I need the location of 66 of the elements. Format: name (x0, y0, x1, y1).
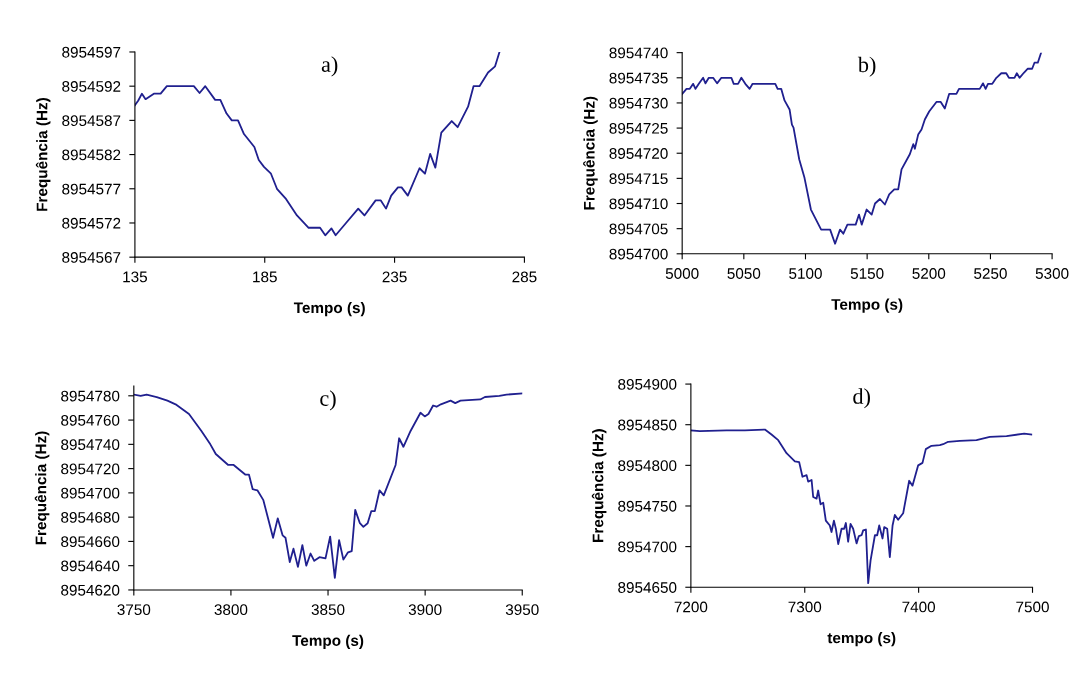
y-tick-label: 8954750 (618, 500, 677, 512)
x-axis-title: tempo (s) (827, 632, 896, 647)
y-axis-title: Frequência (Hz) (591, 429, 607, 542)
x-tick-label: 185 (253, 271, 277, 283)
y-tick-label: 8954900 (618, 378, 677, 390)
chart-title: b) (857, 56, 876, 77)
chart-title: d) (853, 388, 870, 409)
y-tick-label: 8954640 (61, 560, 120, 572)
y-tick-label: 8954740 (609, 47, 668, 59)
x-tick-label: 5100 (789, 268, 822, 279)
y-tick-label: 8954700 (618, 541, 677, 553)
x-tick-label: 7400 (902, 601, 936, 613)
x-tick-label: 235 (382, 271, 407, 283)
x-tick-label: 3800 (214, 604, 248, 616)
chart-title: c) (320, 390, 336, 411)
y-tick-label: 8954592 (62, 81, 121, 92)
y-tick-label: 8954650 (618, 582, 677, 593)
x-tick-label: 3750 (117, 604, 151, 616)
y-tick-label: 8954705 (609, 223, 668, 235)
line-series (134, 51, 501, 237)
chart-title: a) (321, 56, 338, 77)
x-axis-title: Tempo (s) (292, 634, 364, 649)
x-tick-label: 5250 (974, 268, 1007, 279)
y-tick-label: 8954620 (61, 584, 120, 596)
y-tick-label: 8954725 (609, 122, 668, 134)
y-tick-label: 8954715 (609, 173, 668, 185)
y-tick-label: 8954680 (61, 512, 120, 523)
x-tick-label: 135 (123, 271, 148, 283)
x-tick-label: 7500 (1016, 601, 1049, 613)
y-axis-title: Frequência (Hz) (583, 96, 598, 210)
y-tick-label: 8954800 (618, 460, 677, 472)
x-tick-label: 7300 (788, 601, 822, 613)
y-tick-label: 8954577 (62, 183, 121, 195)
y-tick-label: 8954710 (609, 198, 668, 210)
x-tick-label: 5200 (912, 268, 946, 279)
x-tick-label: 5300 (1035, 268, 1069, 279)
y-tick-label: 8954587 (62, 115, 121, 127)
x-tick-label: 5000 (665, 268, 699, 279)
line-series (133, 392, 523, 579)
y-tick-label: 8954700 (609, 248, 668, 260)
y-tick-label: 8954660 (61, 536, 120, 548)
x-tick-label: 3850 (311, 604, 345, 616)
y-tick-label: 8954572 (62, 217, 121, 229)
y-tick-label: 8954735 (609, 72, 668, 84)
y-tick-label: 8954720 (61, 463, 120, 475)
y-tick-label: 8954567 (62, 252, 121, 263)
y-tick-label: 8954850 (618, 419, 677, 431)
y-tick-label: 8954700 (61, 487, 120, 499)
y-axis-title: Frequência (Hz) (34, 431, 50, 545)
y-tick-label: 8954597 (62, 46, 121, 58)
y-tick-label: 8954760 (61, 414, 120, 426)
x-axis-title: Tempo (s) (293, 301, 365, 317)
y-tick-label: 8954780 (61, 390, 120, 402)
x-tick-label: 5150 (850, 268, 884, 279)
y-tick-label: 8954730 (609, 97, 668, 109)
y-tick-label: 8954582 (62, 149, 121, 161)
line-series (682, 52, 1043, 245)
x-tick-label: 7200 (674, 601, 708, 613)
x-axis-title: Tempo (s) (831, 298, 903, 313)
x-tick-label: 5050 (727, 268, 761, 279)
x-tick-label: 285 (512, 271, 537, 283)
y-tick-label: 8954720 (609, 148, 668, 159)
y-tick-label: 8954740 (61, 439, 120, 451)
y-axis-title: Frequência (Hz) (35, 98, 51, 211)
x-tick-label: 3900 (408, 604, 442, 616)
x-tick-label: 3950 (505, 604, 539, 616)
